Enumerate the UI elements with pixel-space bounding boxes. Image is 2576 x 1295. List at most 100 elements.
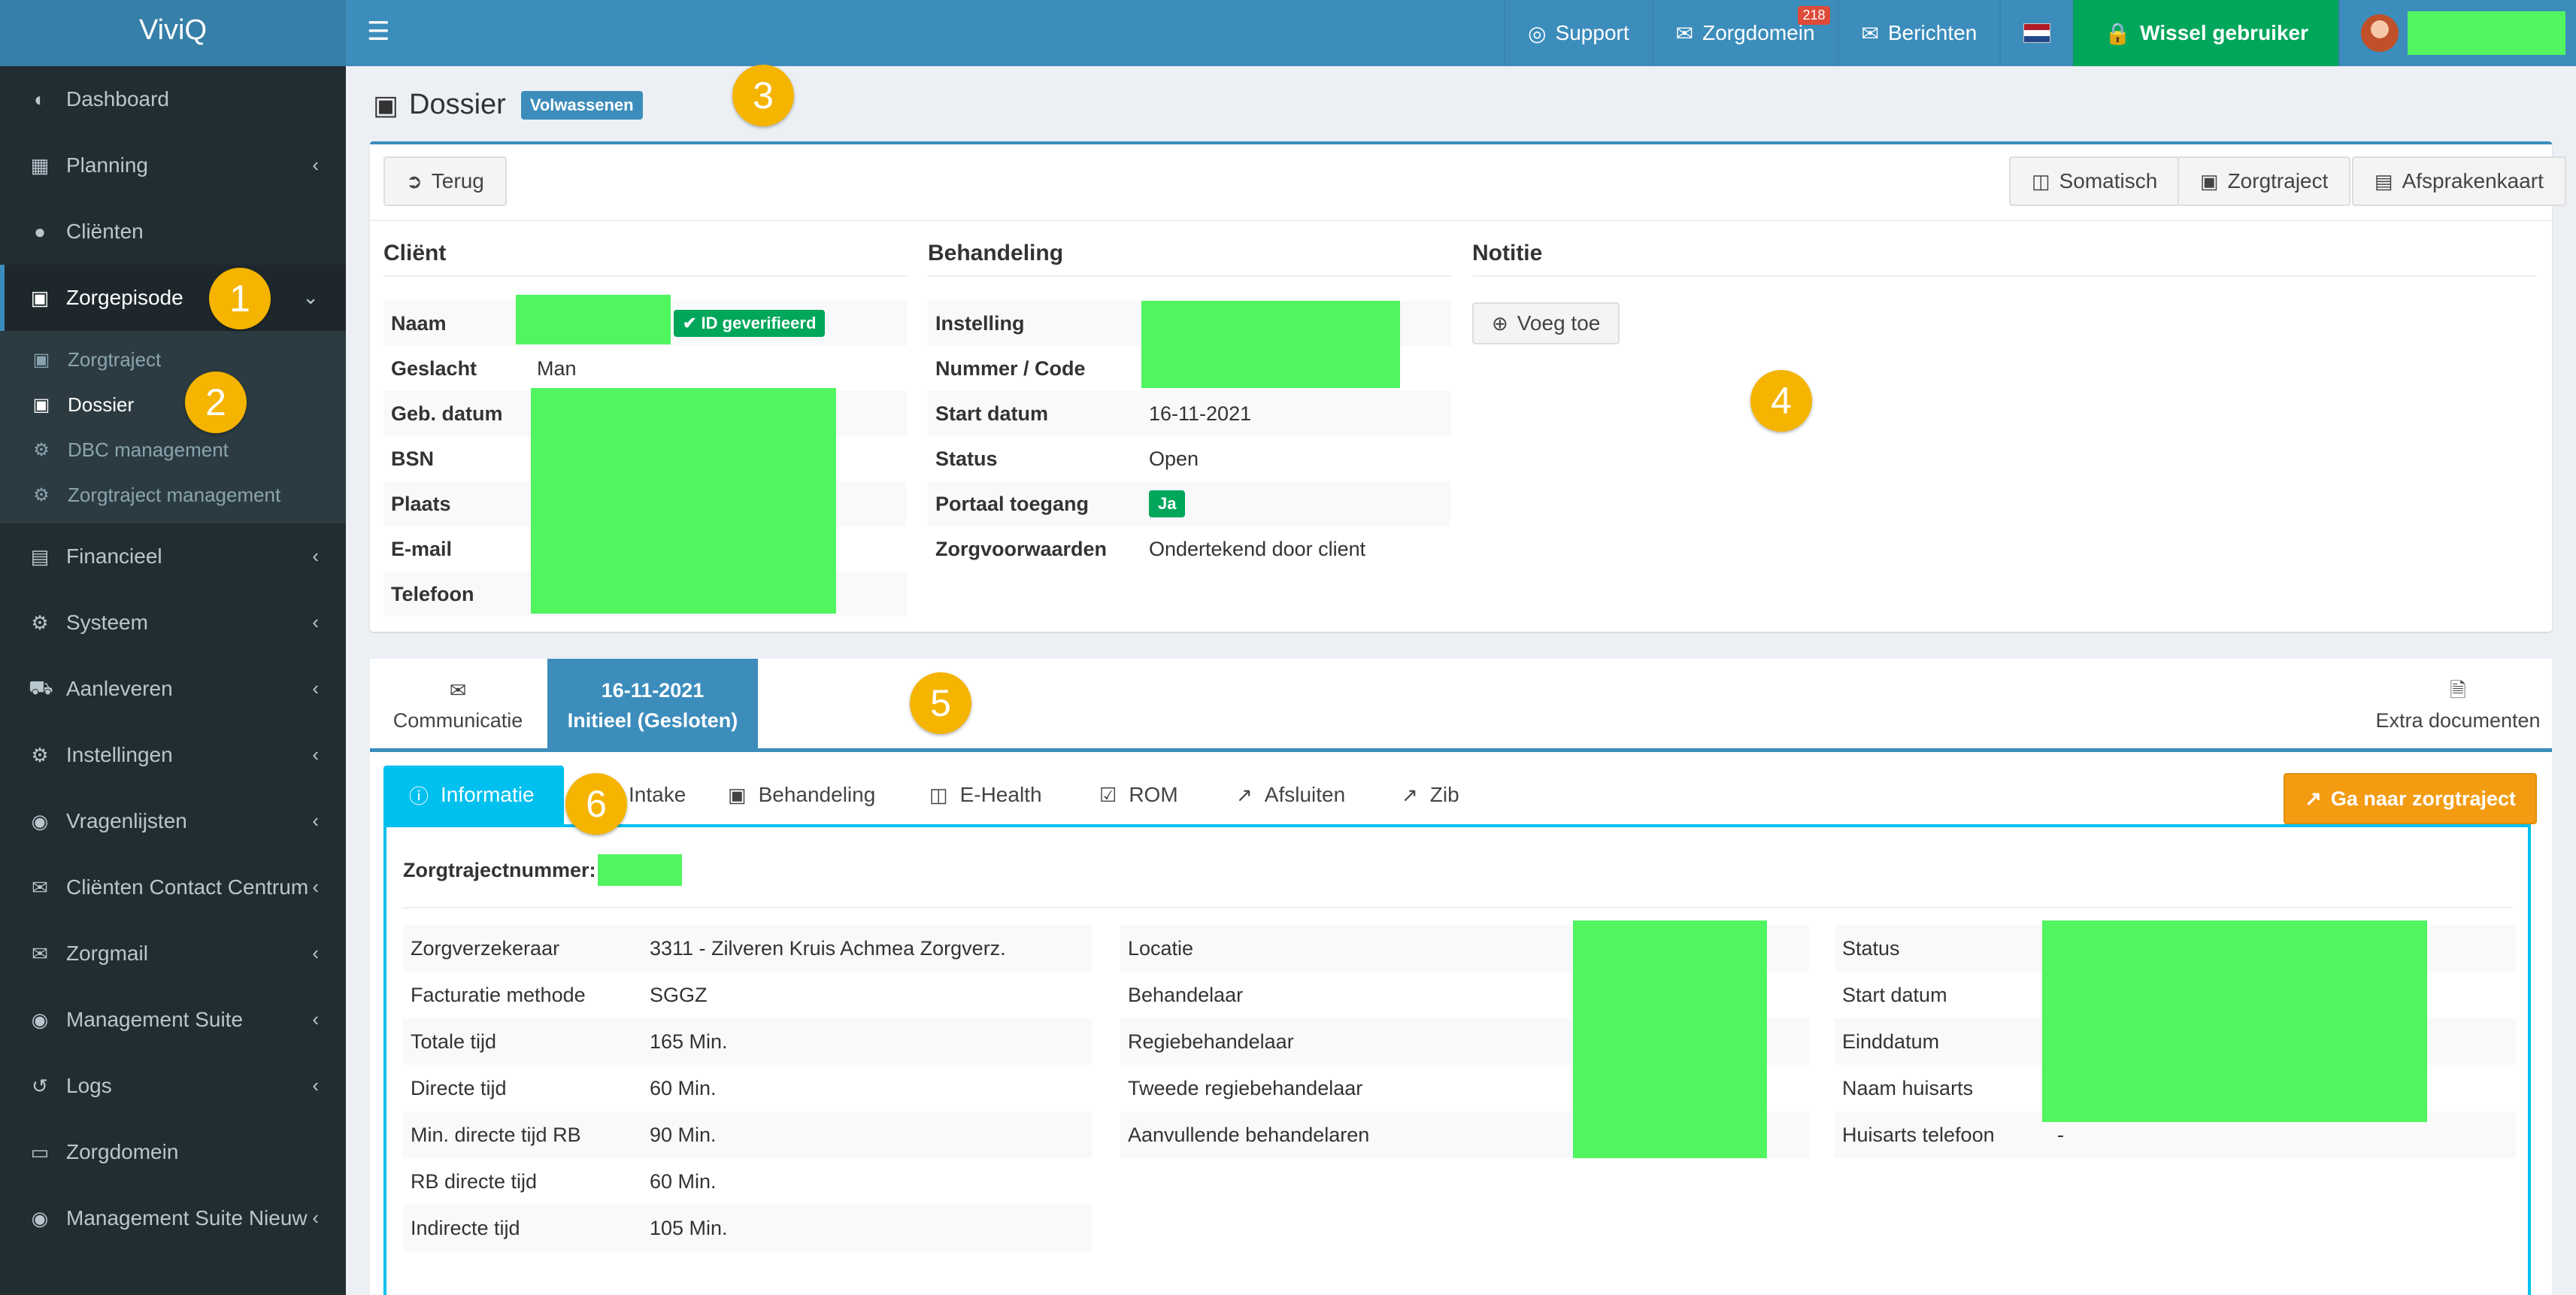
- dossier-toolbar: ➲ Terug ◫ Somatisch ▣ Zorgtraject ▤ Afsprake…: [370, 144, 2566, 221]
- main-content: ▣ Dossier Volwassenen ➲ Terug ◫ Somatisch …: [346, 66, 2576, 1295]
- table-row: Min. directe tijd RB 90 Min.: [403, 1112, 1092, 1158]
- sidebar-item-instellingen[interactable]: ⚙ Instellingen ‹: [0, 722, 346, 788]
- external-link-icon: ↗: [2305, 787, 2322, 810]
- subtab-afsluiten[interactable]: ↗ Afsluiten: [1236, 783, 1346, 806]
- subtab-ehealth[interactable]: ◫ E-Health: [929, 783, 1042, 806]
- zorgtrajectnummer: Zorgtrajectnummer:: [403, 854, 682, 886]
- user-menu[interactable]: [2338, 0, 2576, 66]
- behandeling-row-zorgvoorwaarden: Zorgvoorwaarden Ondertekend door client: [935, 537, 1366, 560]
- sidebar-item-planning[interactable]: ▦ Planning ‹: [0, 132, 346, 199]
- sidebar-item-financieel[interactable]: ▤ Financieel ‹: [0, 523, 346, 590]
- support-link[interactable]: ◎ Support: [1504, 0, 1652, 66]
- zorgdomein-link[interactable]: ✉ Zorgdomein 218: [1651, 0, 1838, 66]
- table-row: Behandelaar: [1128, 983, 1244, 1006]
- informatie-panel: Zorgtrajectnummer: Zorgverzekeraar 3311 -…: [383, 824, 2531, 1295]
- sidebar-sub-dbc-management[interactable]: ⚙ DBC management: [0, 427, 346, 472]
- subtab-intake[interactable]: Intake: [629, 783, 686, 806]
- sidebar-item-zorgepisode[interactable]: ▣ Zorgepisode ⌄: [0, 265, 346, 331]
- sidebar-sub-dossier[interactable]: ▣ Dossier: [0, 382, 346, 427]
- notitie-section-title: Notitie: [1472, 241, 2537, 277]
- sidebar-item-management-suite-nieuw[interactable]: ◉ Management Suite Nieuw ‹: [0, 1185, 346, 1251]
- sidebar-item-zorgmail[interactable]: ✉ Zorgmail ‹: [0, 920, 346, 987]
- lock-icon: 🔒: [2105, 21, 2132, 45]
- redacted-zorgtrajectnummer: [597, 854, 682, 886]
- chevron-down-icon: ⌄: [302, 286, 319, 308]
- chevron-left-icon: ‹: [312, 809, 319, 832]
- medkit-icon: ▣: [32, 349, 50, 370]
- step-marker-6: 6: [565, 773, 627, 835]
- arrow-left-circle-icon: ➲: [406, 169, 423, 193]
- table-row: Zorgverzekeraar 3311 - Zilveren Kruis Ach…: [403, 925, 1092, 972]
- avatar: [2361, 14, 2399, 52]
- subtab-behandeling[interactable]: ▣ Behandeling: [728, 783, 876, 806]
- behandeling-section-title: Behandeling: [928, 241, 1451, 277]
- behandeling-row-status: Status Open: [935, 447, 1199, 470]
- subtab-informatie[interactable]: ⓘ Informatie: [383, 766, 564, 824]
- table-row: Tweede regiebehandelaar: [1128, 1076, 1363, 1099]
- sidebar-item-clienten-contact-centrum[interactable]: ✉ Cliënten Contact Centrum ‹: [0, 854, 346, 920]
- sidebar-item-aanleveren[interactable]: ⛟ Aanleveren ‹: [0, 656, 346, 722]
- chevron-left-icon: ‹: [312, 153, 319, 176]
- goto-zorgtraject-button[interactable]: ↗ Ga naar zorgtraject: [2284, 773, 2537, 824]
- somatisch-button[interactable]: ◫ Somatisch: [2009, 156, 2181, 206]
- sidebar: ◐ Dashboard ▦ Planning ‹ ● Cliënten ▣ Zorgepi…: [0, 66, 346, 1295]
- sidebar-item-dashboard[interactable]: ◐ Dashboard: [0, 66, 346, 132]
- check-square-icon: ☑: [1099, 783, 1117, 806]
- add-note-button[interactable]: ⊕ Voeg toe: [1472, 302, 1620, 344]
- age-group-badge: Volwassenen: [520, 90, 643, 120]
- sidebar-item-zorgdomein[interactable]: ▭ Zorgdomein: [0, 1119, 346, 1185]
- info-column-behandelaars: Locatie Behandelaar Regiebehandelaar Twe…: [1120, 920, 1809, 1158]
- table-row: Naam huisarts: [1842, 1076, 1974, 1099]
- berichten-link[interactable]: ✉ Berichten: [1837, 0, 2000, 66]
- tab-extra-documenten[interactable]: 🗎 Extra documenten: [2364, 659, 2552, 752]
- calendar-icon: ▦: [30, 153, 50, 177]
- redacted-instelling: [1141, 301, 1400, 388]
- zorgepisode-submenu: ▣ Zorgtraject ▣ Dossier ⚙ DBC management ⚙ Z…: [0, 331, 346, 523]
- chevron-left-icon: ‹: [312, 1074, 319, 1096]
- back-button[interactable]: ➲ Terug: [383, 156, 507, 206]
- language-flag[interactable]: [1999, 0, 2073, 66]
- id-verified-badge: ✔ ID geverifieerd: [674, 310, 826, 337]
- sidebar-item-vragenlijsten[interactable]: ◉ Vragenlijsten ‹: [0, 788, 346, 854]
- sidebar-item-logs[interactable]: ↺ Logs ‹: [0, 1053, 346, 1119]
- step-marker-2: 2: [185, 372, 247, 433]
- sidebar-toggle-icon[interactable]: ☰: [367, 17, 390, 46]
- chevron-left-icon: ‹: [312, 1206, 319, 1229]
- behandeling-details: Instelling Nummer / Code Start datum 16-1…: [928, 301, 1451, 572]
- chevron-left-icon: ‹: [312, 942, 319, 964]
- afsprakenkaart-button[interactable]: ▤ Afsprakenkaart: [2352, 156, 2566, 206]
- episode-tabs: ✉ Communicatie 16-11-2021 Initieel (Gesl…: [370, 659, 2552, 1295]
- sidebar-sub-zorgtraject[interactable]: ▣ Zorgtraject: [0, 337, 346, 382]
- tab-initieel[interactable]: 16-11-2021 Initieel (Gesloten): [547, 659, 758, 752]
- plus-circle-icon: ⊕: [1492, 311, 1508, 335]
- info-circle-icon: ⓘ: [409, 784, 429, 808]
- brand-logo[interactable]: ViviQ: [0, 0, 346, 66]
- sidebar-item-management-suite[interactable]: ◉ Management Suite ‹: [0, 987, 346, 1053]
- gear-icon: ⚙: [33, 439, 50, 460]
- sidebar-item-systeem[interactable]: ⚙ Systeem ‹: [0, 590, 346, 656]
- envelope-icon: ✉: [1675, 21, 1694, 45]
- inbox-icon: ▭: [30, 1140, 50, 1163]
- table-row: Totale tijd 165 Min.: [403, 1018, 1092, 1065]
- envelope-icon: ✉: [32, 875, 48, 899]
- behandeling-row-nummer-code: Nummer / Code: [935, 356, 1086, 380]
- tab-communicatie[interactable]: ✉ Communicatie: [370, 659, 546, 752]
- zorgtraject-button[interactable]: ▣ Zorgtraject: [2177, 156, 2351, 206]
- sidebar-sub-zorgtraject-management[interactable]: ⚙ Zorgtraject management: [0, 472, 346, 517]
- info-column-status: Status Start datum Einddatum Naam huisar…: [1835, 920, 2516, 1158]
- client-row-geslacht: Geslacht Man: [391, 356, 577, 380]
- chevron-left-icon: ‹: [312, 611, 319, 633]
- sidebar-item-clienten[interactable]: ● Cliënten: [0, 199, 346, 265]
- client-row-bsn: BSN: [391, 447, 435, 470]
- client-row-email: E-mail: [391, 537, 453, 560]
- top-navbar: ViviQ ☰ ◎ Support ✉ Zorgdomein 218 ✉ Bericht…: [0, 0, 2576, 66]
- subtab-zib[interactable]: ↗ Zib: [1402, 783, 1459, 806]
- subtab-rom[interactable]: ☑ ROM: [1099, 783, 1178, 806]
- table-row: Directe tijd 60 Min.: [411, 1076, 717, 1099]
- page-title: ▣ Dossier Volwassenen: [373, 89, 643, 121]
- list-alt-icon: ▤: [2374, 169, 2393, 193]
- chevron-left-icon: ‹: [312, 875, 319, 898]
- user-icon: ●: [34, 220, 46, 243]
- switch-user-button[interactable]: 🔒 Wissel gebruiker: [2073, 0, 2338, 66]
- medkit-icon: ▣: [30, 286, 50, 309]
